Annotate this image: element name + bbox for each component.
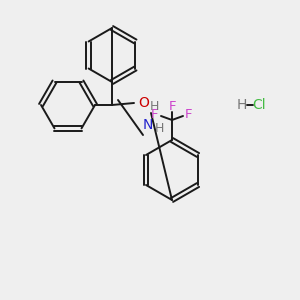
Text: H: H (154, 122, 164, 134)
Text: F: F (168, 100, 176, 113)
Text: H: H (149, 100, 159, 113)
Text: Cl: Cl (252, 98, 266, 112)
Text: F: F (185, 109, 193, 122)
Text: N: N (143, 118, 153, 132)
Text: H: H (237, 98, 247, 112)
Text: O: O (139, 96, 149, 110)
Text: F: F (151, 109, 159, 122)
